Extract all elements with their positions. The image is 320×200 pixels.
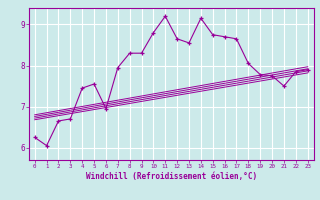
X-axis label: Windchill (Refroidissement éolien,°C): Windchill (Refroidissement éolien,°C) (86, 172, 257, 181)
